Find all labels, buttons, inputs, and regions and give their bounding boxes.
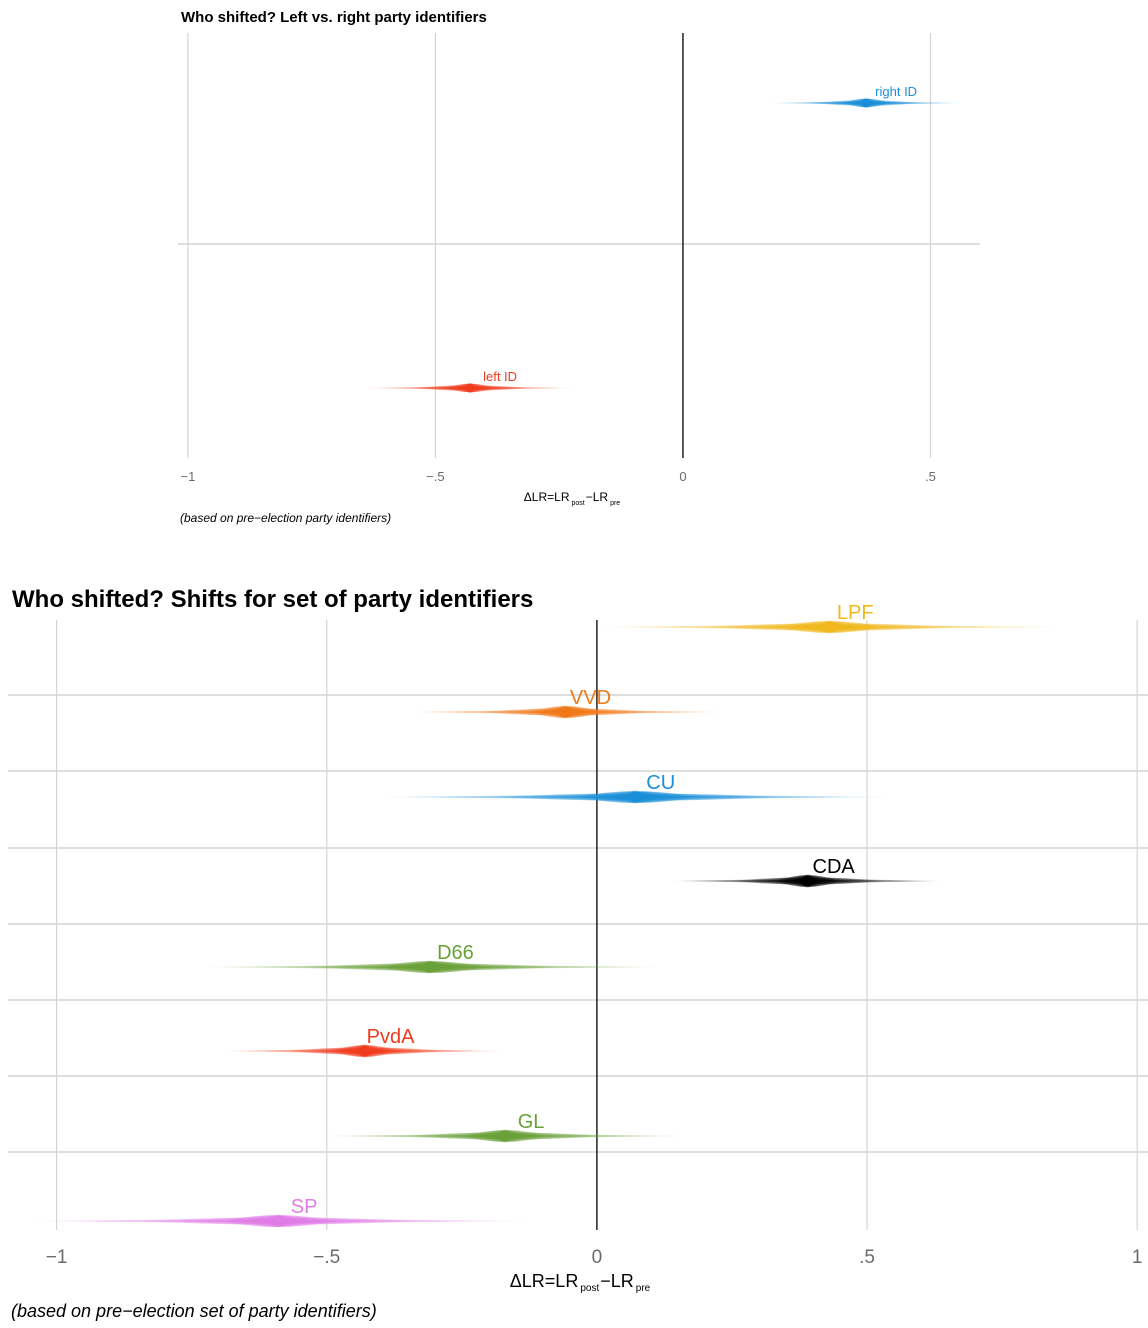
x-tick-label: −.5 [313, 1247, 340, 1268]
series-label-lpf: LPF [837, 602, 874, 624]
series-label-gl: GL [518, 1111, 545, 1133]
chart-title: Who shifted? Left vs. right party identi… [181, 9, 487, 26]
point-estimate-gl [500, 1131, 511, 1141]
point-estimate-right-id [862, 99, 870, 107]
x-tick-label: −1 [180, 469, 195, 484]
chart-caption: (based on pre−election party identifiers… [180, 511, 391, 525]
interval-cu [380, 790, 895, 804]
interval-sp [29, 1214, 527, 1228]
point-estimate-lpf [824, 622, 835, 632]
interval-cda [672, 874, 943, 888]
interval-right-id [767, 97, 966, 109]
chart-caption: (based on pre−election set of party iden… [11, 1301, 377, 1321]
point-estimate-vvd [559, 707, 570, 717]
series-label-left-id: left ID [483, 369, 517, 384]
x-tick-label: −.5 [426, 469, 444, 484]
interval-lpf [596, 620, 1062, 634]
series-label-pvda: PvdA [367, 1026, 415, 1048]
point-estimate-left-id [466, 384, 474, 392]
series-label-vvd: VVD [570, 687, 611, 709]
point-estimate-pvda [359, 1046, 370, 1056]
chart-title: Who shifted? Shifts for set of party ide… [12, 586, 533, 613]
x-tick-label: .5 [859, 1247, 875, 1268]
series-label-d66: D66 [437, 942, 474, 964]
series-label-cda: CDA [813, 856, 856, 878]
x-tick-label: 0 [592, 1247, 603, 1268]
interval-left-id [366, 382, 575, 394]
interval-vvd [413, 705, 722, 719]
x-axis-label: ΔLR=LR post−LR pre [510, 1271, 651, 1294]
series-label-sp: SP [291, 1196, 318, 1218]
point-estimate-cda [802, 876, 813, 886]
point-estimate-cu [629, 792, 640, 802]
interval-pvda [224, 1044, 506, 1058]
interval-d66 [202, 960, 662, 974]
point-estimate-d66 [424, 962, 435, 972]
chart-left-right-identifiers: right ID left ID −1 −.5 0 .5 Who shifted? Left… [178, 9, 980, 525]
x-axis-label: ΔLR=LR post−LR pre [524, 490, 621, 507]
x-tick-label: 1 [1132, 1247, 1143, 1268]
x-tick-label: .5 [925, 469, 936, 484]
x-tick-label: 0 [679, 469, 686, 484]
series-label-right-id: right ID [875, 84, 917, 99]
interval-gl [326, 1129, 684, 1143]
chart-party-identifiers: LPF VVD CU CDA D66 PvdA GL SP −1 −.5 0 .5 1 Who shift… [8, 586, 1148, 1321]
x-tick-label: −1 [46, 1247, 68, 1268]
series-label-cu: CU [646, 772, 675, 794]
point-estimate-sp [273, 1216, 284, 1226]
